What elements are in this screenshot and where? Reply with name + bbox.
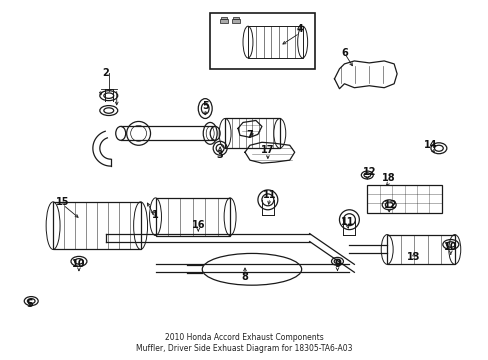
Text: 7: 7: [246, 130, 253, 140]
Text: 5: 5: [202, 100, 208, 111]
Text: 17: 17: [261, 145, 274, 155]
Text: 12: 12: [362, 167, 375, 177]
Text: 2: 2: [102, 68, 109, 78]
Bar: [232, 19, 240, 23]
Text: 5: 5: [26, 299, 33, 309]
Bar: [210, 13, 314, 69]
Text: 11: 11: [263, 190, 276, 200]
Text: 18: 18: [382, 173, 395, 183]
Text: 8: 8: [241, 272, 248, 282]
Bar: [233, 17, 239, 19]
Text: 12: 12: [384, 200, 397, 210]
Bar: [224, 118, 279, 148]
Text: 16: 16: [191, 220, 204, 230]
Text: 4: 4: [296, 24, 303, 34]
Bar: [53, 202, 141, 249]
Bar: [366, 185, 441, 213]
Text: 13: 13: [407, 252, 420, 262]
Text: 9: 9: [333, 259, 340, 269]
Text: 10: 10: [72, 259, 85, 269]
Text: 14: 14: [423, 140, 437, 150]
Bar: [155, 198, 230, 235]
Bar: [386, 235, 454, 264]
Text: 2010 Honda Accord Exhaust Components
Muffler, Driver Side Exhuast Diagram for 18: 2010 Honda Accord Exhaust Components Muf…: [136, 333, 352, 353]
Text: 10: 10: [443, 243, 457, 252]
Bar: [220, 19, 227, 23]
Text: 11: 11: [340, 217, 353, 227]
Text: 6: 6: [340, 48, 347, 58]
Bar: [221, 17, 226, 19]
Bar: [247, 26, 302, 58]
Text: 15: 15: [56, 197, 70, 207]
Text: 1: 1: [152, 210, 159, 220]
Text: 3: 3: [216, 150, 223, 160]
